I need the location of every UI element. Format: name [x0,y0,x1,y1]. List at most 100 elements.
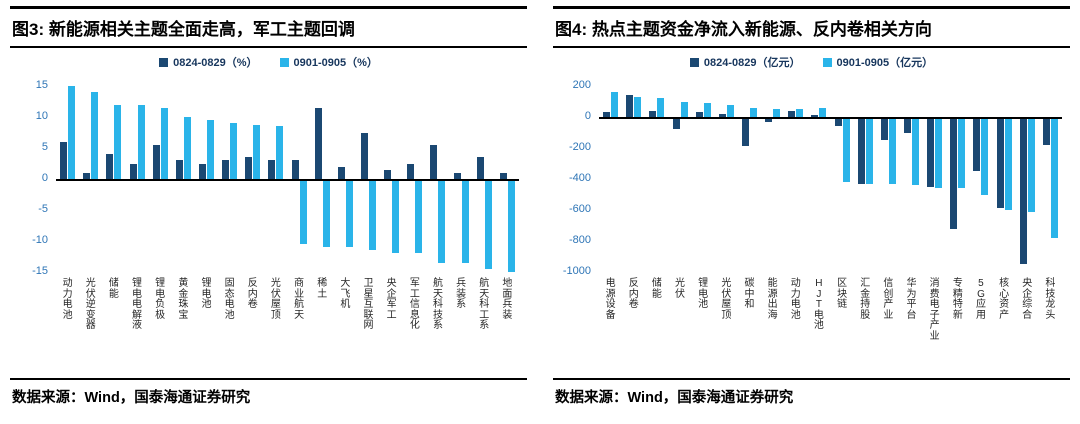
bar-series2 [369,179,377,251]
category-label-char: 反 [247,278,258,289]
category-label-char: 央 [386,278,397,289]
category-label: 光伏逆变器 [79,278,102,332]
category-label-char: 池 [224,309,235,321]
category-label-char: 产 [929,320,940,331]
category-label-char: 海 [767,309,778,321]
bar-series1 [175,160,183,179]
category-label-char: 电 [929,299,940,310]
category-label-char: 费 [929,288,940,300]
bar-series1 [314,107,322,179]
bar-series2 [392,179,400,254]
bar-series2 [322,179,330,248]
category-label-char: 池 [62,309,73,321]
bar-series1 [811,115,819,117]
category-label-char: 精 [952,288,963,300]
bar-series2 [749,107,757,117]
category-label: 黄金珠宝 [172,278,195,321]
category-label-char: 飞 [340,288,351,300]
category-label-char: 卷 [628,299,639,310]
bar-series2 [91,92,99,179]
category-label: 稀土 [311,278,334,300]
y-axis-tick-label: 5 [41,141,48,153]
category-label-char: 科 [479,299,490,310]
y-axis-tick-label: -15 [32,265,48,277]
category-label-char: 电 [132,288,142,300]
category-label: 反内卷 [241,278,264,311]
bar-series2 [981,117,989,195]
bar-series2 [438,179,446,263]
category-label-char: 内 [628,288,639,300]
bar-series1 [718,113,726,117]
bar-series1 [129,163,137,179]
category-label-char: 能 [651,288,662,300]
category-label: 储能 [645,278,668,300]
category-label: 汇金持股 [854,278,877,321]
bar-series2 [912,117,920,186]
category-label-char: H [815,278,823,289]
category-label-char: 航 [432,278,443,289]
category-label-char: 股 [860,309,871,321]
category-label-char: 反 [628,278,639,289]
category-label-char: 电 [62,299,73,310]
category-label-char: 电 [155,288,166,300]
category-label-char: 力 [62,288,73,300]
category-label: 能源出海 [761,278,784,321]
figure4-title: 图4: 热点主题资金净流入新能源、反内卷相关方向 [553,6,1070,48]
bar-series1 [880,117,888,141]
category-label-char: 技 [1045,288,1056,300]
category-label-char: 新 [952,309,963,321]
category-label: 消费电子产业 [923,278,946,342]
category-label-char: 光 [270,278,281,289]
y-axis-tick-label: 15 [35,79,48,91]
bar-series2 [206,120,214,179]
category-label: 固态电池 [218,278,241,321]
category-label-char: 电 [224,299,235,310]
category-label-char: 综 [1022,299,1033,310]
category-label-char: 池 [698,299,709,310]
y-axis-tick-label: -5 [38,203,48,215]
category-label-char: 动 [790,278,801,289]
bar-series1 [996,117,1004,209]
category-label-char: 产 [999,309,1010,321]
y-axis-tick-label: -1000 [562,265,591,277]
category-label-char: J [816,288,822,300]
bar-series2 [935,117,943,189]
bar-series1 [950,117,958,229]
category-label-char: 业 [294,288,305,300]
category-label: 地面兵装 [496,278,519,321]
category-label-char: 系 [456,299,467,310]
legend-item: 0901-0905（%） [279,54,378,70]
category-label-char: 电 [698,288,709,300]
category-label-char: 心 [999,288,1010,300]
category-label-char: 电 [201,288,212,300]
research-figures-page: 图3: 新能源相关主题全面走高，军工主题回调 0824-0829（%） 0901-… [10,6,1070,406]
category-label: 光伏 [668,278,691,300]
category-label-char: 5 [978,278,984,289]
category-label-char: 极 [155,309,166,321]
category-label-char: 设 [605,299,616,310]
category-label-char: 商 [294,278,305,289]
category-label-char: 光 [675,278,685,289]
category-label-char: 资 [999,299,1010,310]
category-label-char: 系 [479,320,490,331]
y-axis-tick-label: -10 [32,234,48,246]
y-axis-tick-label: -600 [568,203,591,215]
bar-series1 [1042,117,1050,145]
category-label-char: 汇 [860,278,871,289]
chart-legend: 0824-0829（亿元） 0901-0905（亿元） [553,54,1070,70]
category-label-char: 伏 [85,288,96,300]
category-label: 航天科技系 [426,278,449,332]
category-label-char: 天 [432,288,443,300]
category-label-char: 工 [409,288,420,300]
category-label-char: 创 [883,288,894,300]
category-label-char: 科 [1045,278,1056,289]
category-label-char: 电 [132,299,142,310]
bar-series2 [842,117,850,183]
category-label-char: 电 [813,309,824,321]
category-label-char: 锂 [132,278,142,289]
legend-item: 0824-0829（%） [159,54,258,70]
category-label-char: 航 [294,299,305,310]
category-label: 科技龙头 [1039,278,1062,321]
category-label-char: 源 [767,288,778,300]
